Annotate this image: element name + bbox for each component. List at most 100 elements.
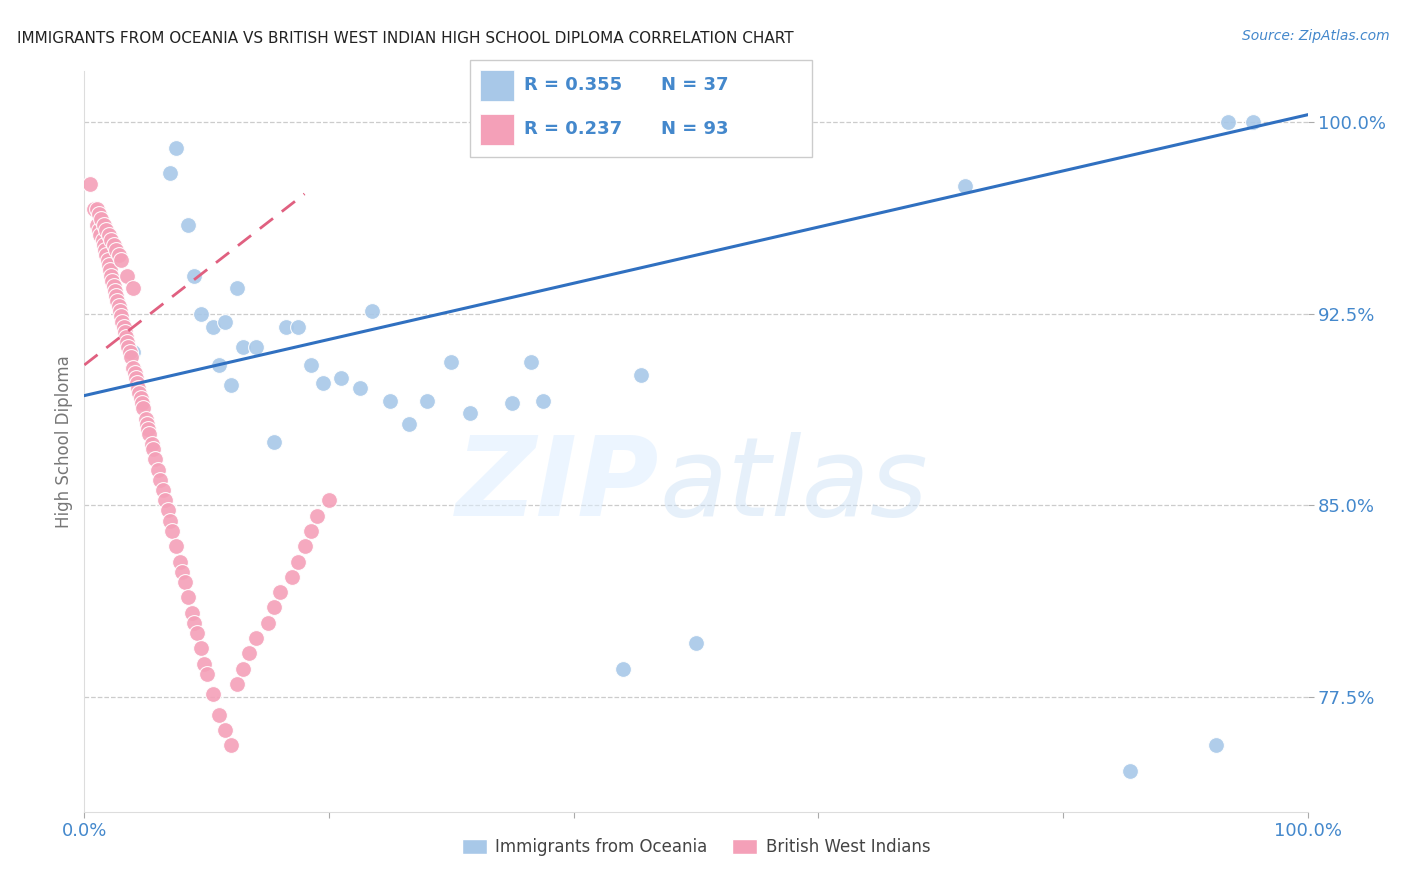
Point <box>105 243 128 257</box>
Point <box>169 555 191 569</box>
Point <box>318 493 340 508</box>
Point <box>238 647 260 661</box>
Point <box>299 358 322 372</box>
Point <box>93 238 115 252</box>
Point <box>125 376 148 390</box>
Point <box>1205 739 1227 753</box>
Point <box>149 473 172 487</box>
Point <box>87 222 110 236</box>
Point <box>458 407 481 421</box>
Point <box>152 483 174 497</box>
Point <box>214 723 236 737</box>
Point <box>83 202 105 217</box>
Point <box>127 381 149 395</box>
Point <box>97 227 120 242</box>
Point <box>110 310 132 324</box>
Point <box>107 299 129 313</box>
Point <box>135 411 157 425</box>
Point <box>86 218 108 232</box>
Point <box>122 281 145 295</box>
Point <box>219 739 242 753</box>
Point <box>135 417 157 431</box>
Point <box>612 662 634 676</box>
Point <box>281 570 304 584</box>
Point <box>1119 764 1142 778</box>
Point <box>124 366 146 380</box>
Point <box>129 391 152 405</box>
Point <box>208 358 231 372</box>
Point <box>105 294 128 309</box>
Point <box>287 319 309 334</box>
Point <box>685 636 707 650</box>
Text: IMMIGRANTS FROM OCEANIA VS BRITISH WEST INDIAN HIGH SCHOOL DIPLOMA CORRELATION C: IMMIGRANTS FROM OCEANIA VS BRITISH WEST … <box>17 31 793 46</box>
Point <box>245 631 267 645</box>
Point <box>141 437 163 451</box>
Point <box>115 330 138 344</box>
Point <box>96 222 118 236</box>
Point <box>100 268 122 283</box>
Point <box>208 707 231 722</box>
Point <box>520 355 543 369</box>
Point <box>162 524 184 538</box>
Point <box>165 141 187 155</box>
Point <box>360 304 382 318</box>
Point <box>122 345 145 359</box>
Point <box>117 340 139 354</box>
Point <box>138 426 160 441</box>
Point <box>110 253 132 268</box>
Point <box>142 442 165 457</box>
Point <box>330 370 353 384</box>
Point <box>177 591 200 605</box>
Point <box>226 281 249 295</box>
Point <box>294 539 316 553</box>
Point <box>193 657 215 671</box>
Point <box>305 508 328 523</box>
Text: atlas: atlas <box>659 433 928 540</box>
Point <box>153 493 176 508</box>
Point <box>120 351 142 365</box>
Point <box>201 687 224 701</box>
Point <box>89 227 111 242</box>
Point <box>165 539 187 553</box>
Point <box>263 600 285 615</box>
Point <box>195 666 218 681</box>
Point <box>630 368 652 383</box>
Point <box>172 565 194 579</box>
Point <box>257 615 280 630</box>
Point <box>214 314 236 328</box>
Point <box>97 253 120 268</box>
Point <box>232 662 254 676</box>
Text: Source: ZipAtlas.com: Source: ZipAtlas.com <box>1241 29 1389 43</box>
Point <box>226 677 249 691</box>
Point <box>94 243 117 257</box>
Point <box>183 615 205 630</box>
Point <box>232 340 254 354</box>
Point <box>103 238 125 252</box>
Point <box>398 417 420 431</box>
Point <box>312 376 335 390</box>
Point <box>190 641 212 656</box>
Point <box>114 325 136 339</box>
Point <box>245 340 267 354</box>
Point <box>177 218 200 232</box>
Point <box>104 284 127 298</box>
Point <box>287 555 309 569</box>
Point <box>105 289 128 303</box>
Point <box>118 345 141 359</box>
Point <box>122 360 145 375</box>
Point <box>440 355 463 369</box>
Point <box>299 524 322 538</box>
Point <box>143 452 166 467</box>
Point <box>1216 115 1239 129</box>
Point <box>263 434 285 449</box>
Point <box>93 218 115 232</box>
Point <box>183 268 205 283</box>
Point <box>380 393 402 408</box>
Point <box>98 263 121 277</box>
Y-axis label: High School Diploma: High School Diploma <box>55 355 73 528</box>
Point <box>115 334 138 349</box>
Point <box>181 606 204 620</box>
Point <box>96 248 118 262</box>
Point <box>173 574 195 589</box>
Point <box>111 314 134 328</box>
